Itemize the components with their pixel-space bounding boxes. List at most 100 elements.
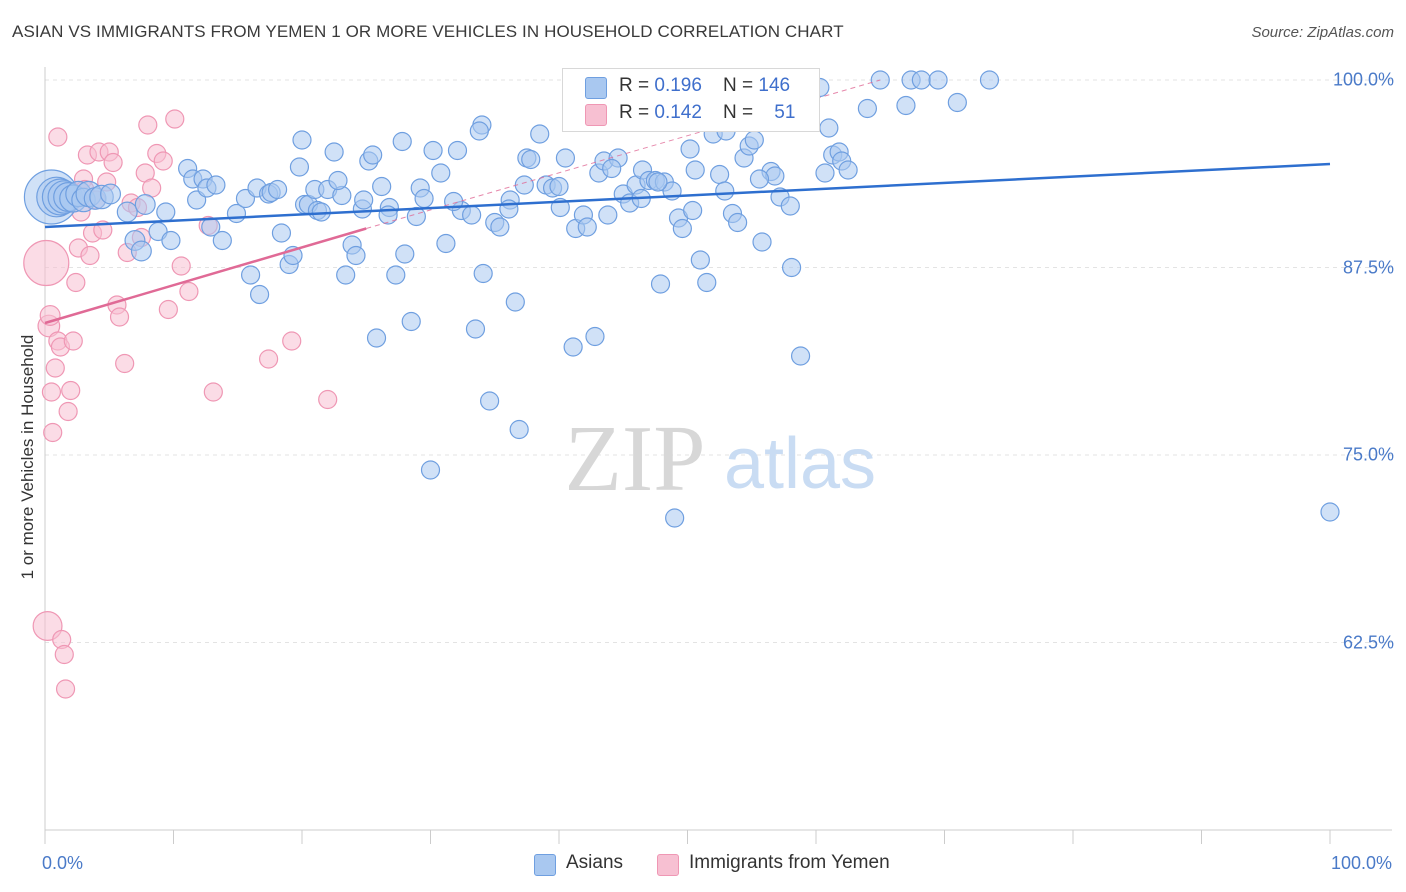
yemen-point[interactable] — [138, 115, 158, 135]
asian-point[interactable] — [406, 206, 426, 227]
yemen-point[interactable] — [80, 245, 100, 266]
asian-point[interactable] — [134, 194, 156, 216]
asian-point[interactable] — [911, 70, 931, 90]
asian-point[interactable] — [728, 212, 748, 233]
asian-point[interactable] — [781, 257, 802, 278]
asian-point[interactable] — [241, 265, 261, 285]
asian-point[interactable] — [685, 160, 705, 180]
asian-point[interactable] — [465, 319, 486, 339]
asian-point[interactable] — [683, 200, 703, 221]
asian-point[interactable] — [896, 95, 916, 116]
asian-point[interactable] — [715, 181, 735, 201]
asian-point[interactable] — [423, 140, 443, 161]
asian-point[interactable] — [473, 263, 493, 284]
yemen-point[interactable] — [115, 353, 135, 374]
asian-point[interactable] — [292, 130, 312, 150]
asian-point[interactable] — [116, 201, 138, 223]
asian-point[interactable] — [346, 245, 366, 266]
yemen-point[interactable] — [55, 679, 76, 699]
asian-point[interactable] — [271, 223, 292, 243]
asian-point[interactable] — [650, 274, 671, 294]
yemen-point[interactable] — [66, 272, 86, 293]
asian-point[interactable] — [870, 70, 890, 90]
asian-point[interactable] — [680, 139, 700, 159]
yemen-point[interactable] — [58, 401, 78, 422]
asian-point[interactable] — [1320, 502, 1340, 522]
asian-point[interactable] — [436, 233, 456, 254]
asian-point[interactable] — [130, 240, 152, 262]
asian-point[interactable] — [212, 230, 232, 251]
asian-point[interactable] — [206, 175, 226, 195]
asian-point[interactable] — [577, 217, 597, 237]
asian-point[interactable] — [336, 265, 356, 285]
yemen-point[interactable] — [203, 382, 223, 402]
asian-point[interactable] — [324, 142, 344, 162]
asian-point[interactable] — [549, 176, 569, 197]
asian-point[interactable] — [480, 391, 500, 411]
yemen-point[interactable] — [61, 380, 81, 401]
asian-point[interactable] — [447, 140, 468, 161]
yemen-point[interactable] — [153, 151, 173, 171]
asian-point[interactable] — [386, 265, 406, 285]
asian-point[interactable] — [979, 70, 1000, 90]
asian-point[interactable] — [819, 118, 839, 138]
asian-point[interactable] — [947, 92, 967, 113]
asian-point[interactable] — [100, 183, 122, 205]
yemen-point[interactable] — [179, 281, 199, 302]
asian-point[interactable] — [749, 169, 770, 189]
yemen-point[interactable] — [63, 331, 83, 351]
asian-point[interactable] — [530, 124, 550, 144]
yemen-point[interactable] — [165, 109, 185, 129]
asian-point[interactable] — [665, 508, 685, 528]
asian-point[interactable] — [420, 460, 441, 480]
asian-point[interactable] — [328, 170, 348, 191]
yemen-point[interactable] — [23, 239, 70, 287]
asian-point[interactable] — [697, 272, 717, 293]
yemen-point[interactable] — [45, 358, 65, 378]
yemen-point[interactable] — [41, 382, 62, 402]
asian-point[interactable] — [366, 328, 387, 348]
asian-point[interactable] — [354, 190, 374, 210]
asian-point[interactable] — [431, 163, 451, 183]
yemen-point[interactable] — [282, 331, 302, 351]
asian-point[interactable] — [838, 160, 858, 180]
asian-point[interactable] — [648, 172, 668, 192]
asian-point[interactable] — [372, 176, 392, 197]
yemen-point[interactable] — [103, 152, 123, 173]
asian-point[interactable] — [790, 346, 811, 366]
asian-point[interactable] — [857, 98, 878, 119]
yemen-point[interactable] — [158, 299, 178, 320]
asian-point[interactable] — [392, 131, 412, 152]
asian-point[interactable] — [672, 218, 692, 239]
asian-point[interactable] — [401, 311, 421, 332]
asian-point[interactable] — [490, 217, 510, 237]
asian-point[interactable] — [505, 292, 525, 312]
asian-point[interactable] — [744, 130, 764, 150]
asian-point[interactable] — [521, 149, 541, 170]
yemen-point[interactable] — [171, 256, 191, 276]
yemen-point[interactable] — [258, 349, 279, 369]
asian-point[interactable] — [928, 70, 948, 90]
yemen-point[interactable] — [54, 644, 74, 665]
asian-point[interactable] — [598, 205, 618, 225]
yemen-point[interactable] — [43, 422, 63, 443]
asian-point[interactable] — [462, 205, 482, 225]
asian-point[interactable] — [690, 250, 710, 270]
yemen-point[interactable] — [109, 307, 130, 327]
asian-point[interactable] — [363, 145, 383, 165]
asian-point[interactable] — [752, 232, 772, 252]
asian-point[interactable] — [585, 326, 605, 347]
yemen-point[interactable] — [318, 389, 338, 410]
asian-point[interactable] — [267, 179, 288, 200]
asian-point[interactable] — [156, 202, 176, 222]
asian-point[interactable] — [563, 337, 583, 357]
yemen-point[interactable] — [48, 127, 68, 147]
asian-point[interactable] — [395, 244, 415, 264]
asian-point[interactable] — [710, 164, 730, 185]
asian-point[interactable] — [780, 196, 800, 216]
asian-point[interactable] — [161, 230, 181, 251]
asian-point[interactable] — [555, 148, 576, 168]
asian-point[interactable] — [765, 166, 785, 186]
asian-point[interactable] — [249, 284, 270, 305]
asian-point[interactable] — [509, 419, 529, 440]
